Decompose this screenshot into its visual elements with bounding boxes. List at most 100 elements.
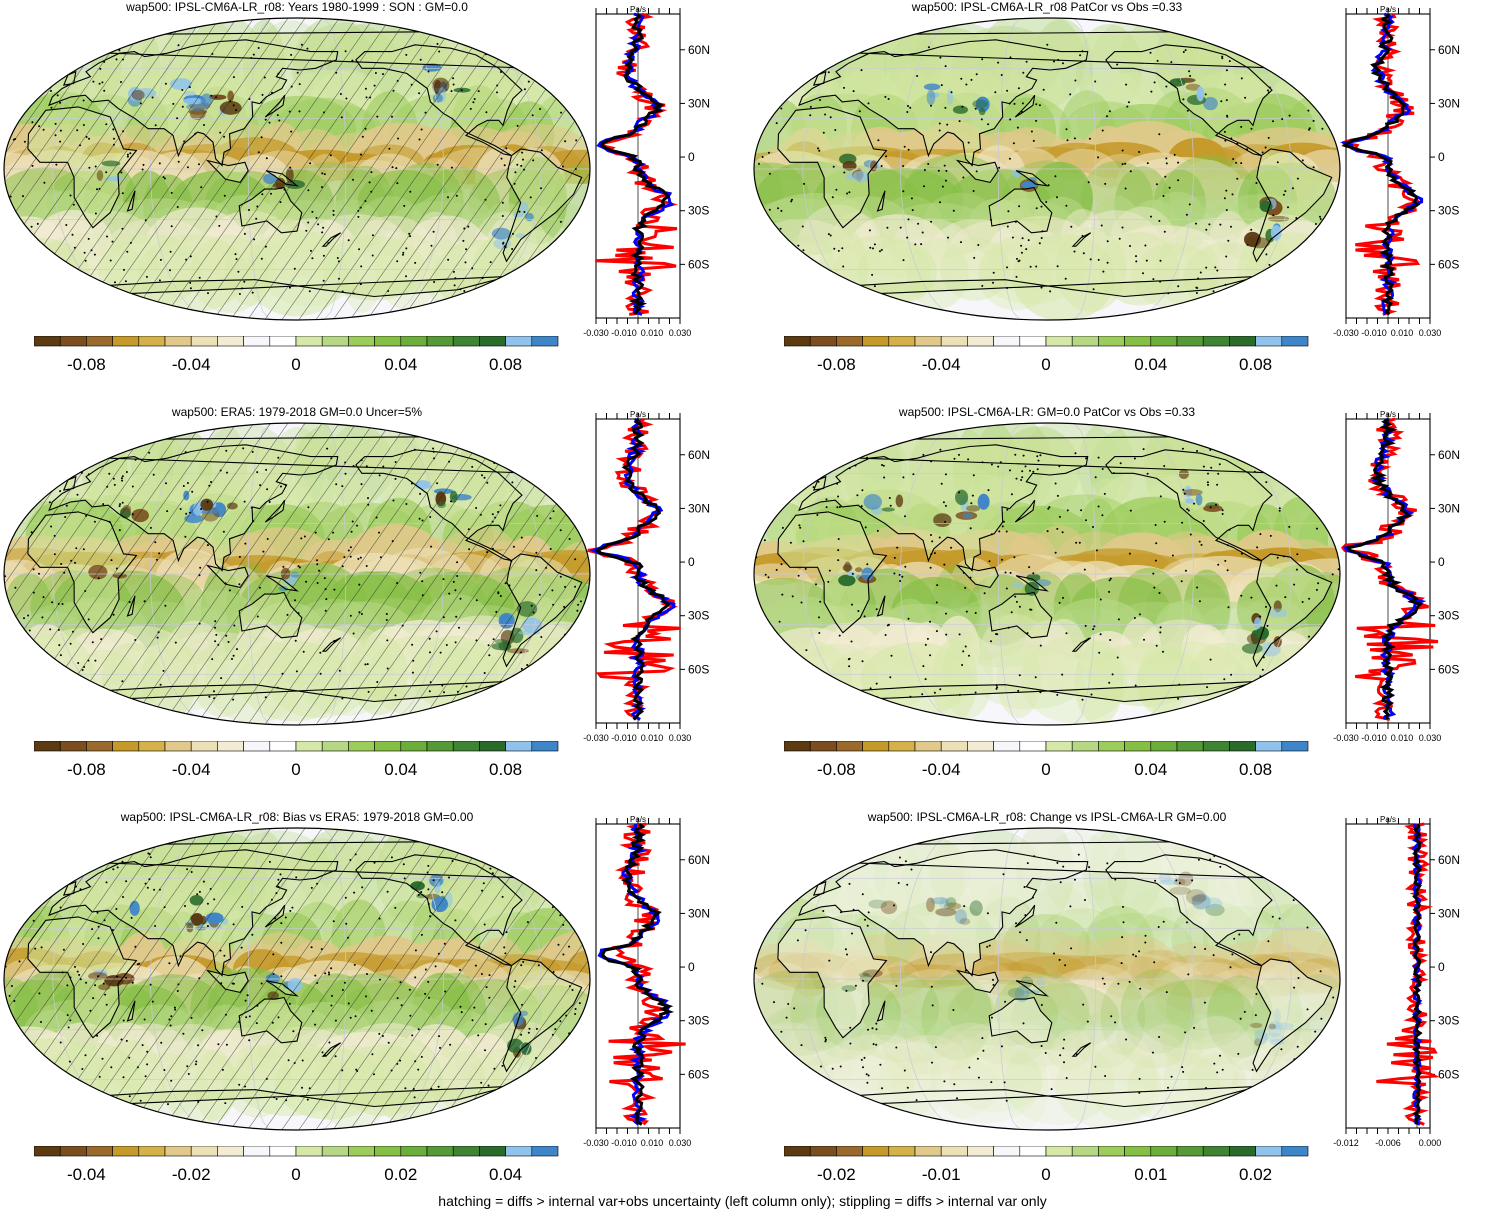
colorbar-swatch <box>914 336 942 347</box>
colorbar-swatch <box>1229 1146 1256 1157</box>
graticule <box>754 828 1340 1130</box>
colorbar-swatch <box>836 336 863 347</box>
panel-3: wap500: ERA5: 1979-2018 GM=0.0 Uncer=5% 6… <box>0 405 742 810</box>
lat-label: 30N <box>1438 906 1460 920</box>
colorbar-swatch <box>34 336 61 347</box>
colorbar-swatch <box>59 741 87 752</box>
profile-tick-label: -0.010 <box>1361 733 1387 743</box>
zonal-mean-profile: 60N 30N 0 30S 60S Pa/s -0.030 -0.010 0.010 0.030 <box>583 411 710 743</box>
colorbar: -0.08 -0.04 0 0.04 0.08 <box>34 741 559 779</box>
stippling <box>758 42 1324 295</box>
colorbar-swatch <box>1124 1146 1152 1157</box>
coastline-nz <box>1071 1042 1092 1057</box>
coastline-madagascar <box>876 1000 886 1022</box>
colorbar-swatch <box>1150 336 1178 347</box>
lat-label: 0 <box>1438 150 1445 164</box>
colorbar-swatch <box>1281 741 1309 752</box>
coastline-nz <box>1071 232 1092 247</box>
coastline-africa <box>777 511 888 634</box>
profile-tick-label: -0.010 <box>611 733 637 743</box>
colorbar-label: 0.08 <box>1239 760 1272 779</box>
colorbar-swatch <box>1150 1146 1178 1157</box>
colorbar-swatch <box>993 1146 1021 1157</box>
map-border <box>753 827 1341 1131</box>
coastline-uk <box>812 475 827 491</box>
colorbar-swatch <box>888 336 916 347</box>
profile-tick-label: 0.030 <box>1419 328 1442 338</box>
colorbar-label: 0.01 <box>1134 1165 1167 1184</box>
colorbar-swatch <box>217 741 244 752</box>
colorbar-swatch <box>321 336 349 347</box>
colorbar-swatch <box>112 741 140 752</box>
colorbar-swatch <box>1229 336 1256 347</box>
lat-label: 60S <box>688 1067 709 1081</box>
lat-label: 30S <box>688 1014 709 1028</box>
coastline-namerica <box>1105 854 1273 967</box>
colorbar-swatch <box>374 336 402 347</box>
coastline-eurasia <box>798 444 1089 572</box>
profile-model-line <box>601 822 675 1126</box>
colorbar-swatch <box>914 1146 942 1157</box>
colorbar-swatch <box>531 336 559 347</box>
profile-tick-label: 0.030 <box>1419 733 1442 743</box>
colorbar-swatch <box>269 336 297 347</box>
profile-unit: Pa/s <box>1380 6 1396 14</box>
lat-label: 60S <box>688 257 709 271</box>
colorbar-swatch <box>809 1146 837 1157</box>
panel-title: wap500: IPSL-CM6A-LR_r08 PatCor vs Obs =… <box>911 0 1183 14</box>
lat-label: 30S <box>1438 609 1459 623</box>
panel-title: wap500: IPSL-CM6A-LR_r08: Change vs IPSL… <box>867 810 1227 824</box>
coastline-samerica <box>1252 148 1333 263</box>
lat-label: 0 <box>1438 555 1445 569</box>
colorbar-swatch <box>269 1146 297 1157</box>
colorbar-label: -0.04 <box>67 1165 106 1184</box>
panel-title: wap500: IPSL-CM6A-LR: GM=0.0 PatCor vs O… <box>898 405 1196 419</box>
colorbar-swatch <box>1176 336 1204 347</box>
colorbar-swatch <box>34 1146 61 1157</box>
colorbar-swatch <box>862 741 890 752</box>
panel-4: wap500: IPSL-CM6A-LR: GM=0.0 PatCor vs O… <box>750 405 1485 810</box>
colorbar-swatch <box>321 1146 349 1157</box>
colorbar-swatch <box>243 741 271 752</box>
colorbar-label: 0 <box>291 760 300 779</box>
coastline-samerica <box>1252 958 1333 1073</box>
lat-label: 60N <box>1438 43 1460 57</box>
coastline-japan <box>1014 94 1036 118</box>
colorbar-swatch <box>1202 741 1230 752</box>
profile-unit: Pa/s <box>630 411 646 419</box>
profile-tick-label: -0.006 <box>1375 1138 1401 1148</box>
profile-tick-label: -0.010 <box>1361 328 1387 338</box>
colorbar-swatch <box>505 741 533 752</box>
footer-note: hatching = diffs > internal var+obs unce… <box>438 1193 1047 1209</box>
colorbar-swatch <box>217 1146 244 1157</box>
lat-label: 60S <box>688 662 709 676</box>
colorbar-swatch <box>809 336 837 347</box>
colorbar-label: -0.04 <box>922 355 961 374</box>
colorbar-swatch <box>269 741 297 752</box>
colorbar-swatch <box>862 1146 890 1157</box>
colorbar-swatch <box>400 336 428 347</box>
lat-label: 0 <box>688 960 695 974</box>
colorbar-swatch <box>940 741 968 752</box>
coastline-namerica <box>1105 44 1273 157</box>
panel-1: wap500: IPSL-CM6A-LR_r08: Years 1980-199… <box>0 0 742 405</box>
coastline-newguinea <box>1015 575 1049 592</box>
colorbar-swatch <box>164 1146 192 1157</box>
colorbar-swatch <box>836 1146 863 1157</box>
colorbar-swatch <box>784 1146 811 1157</box>
world-map <box>3 422 591 726</box>
zonal-mean-profile: 60N 30N 0 30S 60S Pa/s -0.030 -0.010 0.010 0.030 <box>1333 6 1460 338</box>
colorbar-swatch <box>138 336 166 347</box>
colorbar-swatch <box>86 741 113 752</box>
colorbar-label: -0.08 <box>817 760 856 779</box>
colorbar-swatch <box>426 336 454 347</box>
lat-label: 60N <box>688 448 710 462</box>
colorbar-swatch <box>190 336 218 347</box>
colorbar-swatch <box>1255 741 1283 752</box>
profile-model-line <box>1341 13 1421 316</box>
world-map <box>753 17 1341 321</box>
map-border <box>753 422 1341 726</box>
colorbar-swatch <box>940 336 968 347</box>
map-border <box>3 422 591 726</box>
lat-label: 60N <box>688 853 710 867</box>
